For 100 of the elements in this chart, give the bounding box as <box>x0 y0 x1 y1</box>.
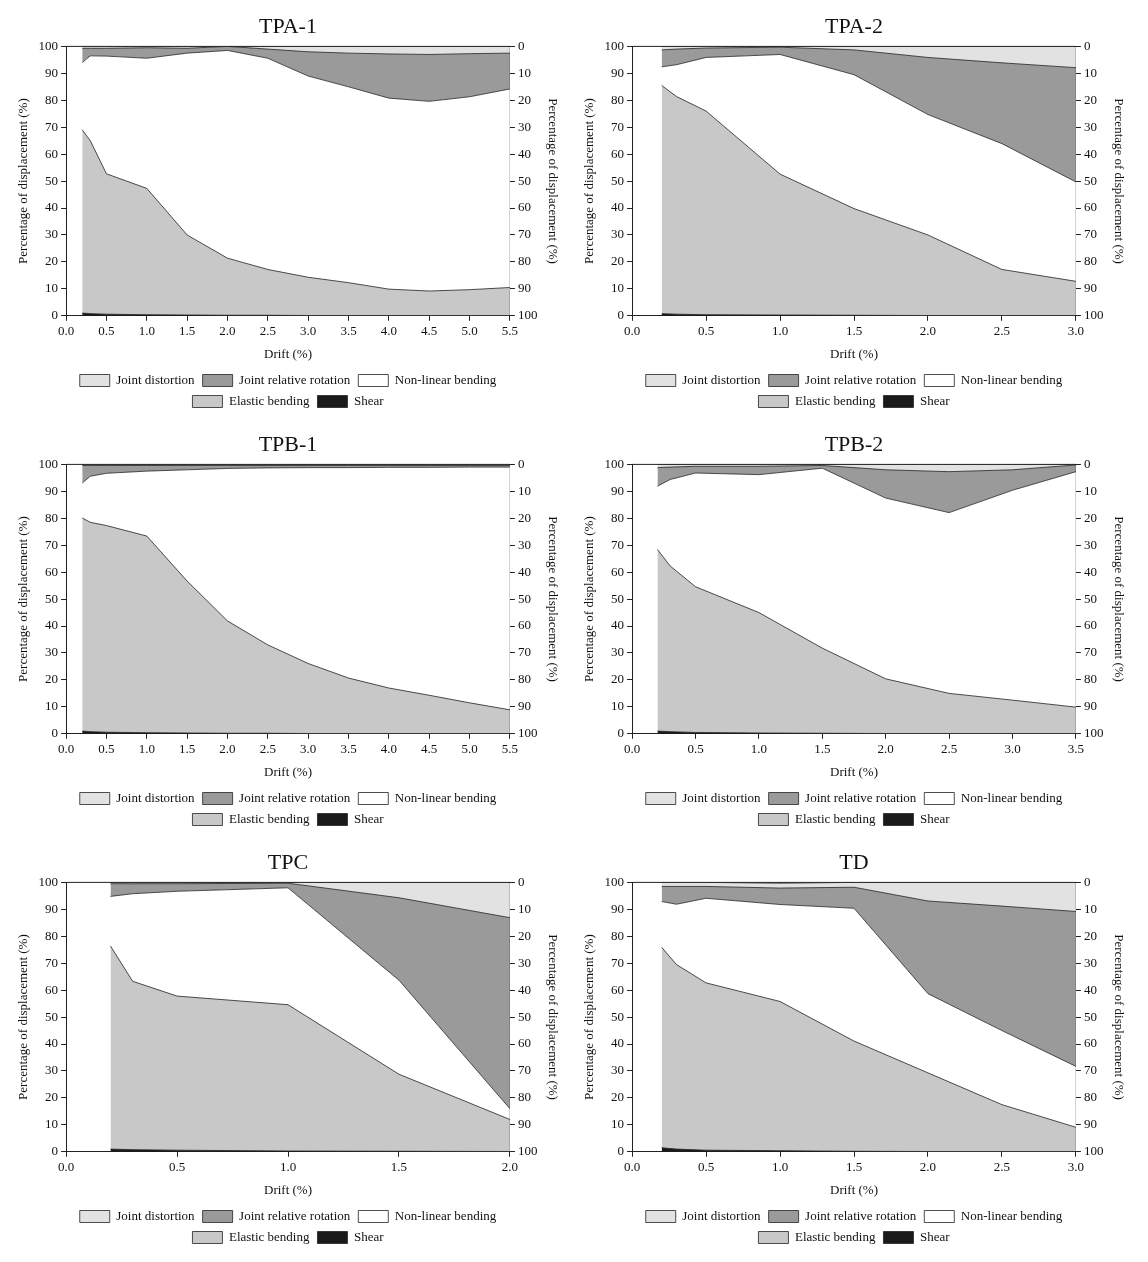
y2-tick-label: 10 <box>517 900 531 916</box>
legend-label: Joint relative rotation <box>805 371 917 387</box>
x-tick-label: 3.5 <box>340 741 357 757</box>
legend-label: Joint relative rotation <box>239 789 351 805</box>
y-tick-label: 90 <box>45 482 59 498</box>
legend-label: Non-linear bending <box>960 789 1063 805</box>
y-tick-label: 10 <box>45 280 59 296</box>
y2-tick-label: 50 <box>517 590 531 606</box>
chart-title: TPB-1 <box>258 430 318 456</box>
x-tick-label: 4.5 <box>421 323 438 339</box>
x-tick-label: 1.0 <box>279 1159 297 1175</box>
legend-label: Joint distortion <box>682 371 762 387</box>
x-tick-label: 5.5 <box>501 741 519 757</box>
chart-title: TPA-1 <box>259 12 317 38</box>
y-tick-label: 100 <box>604 37 625 53</box>
y2-tick-label: 50 <box>1083 1008 1097 1024</box>
y2-tick-label: 50 <box>1083 590 1097 606</box>
y-axis-title: Percentage of displacement (%) <box>581 516 597 682</box>
legend-label: Joint relative rotation <box>239 371 351 387</box>
y-tick-label: 40 <box>45 1035 59 1051</box>
y2-tick-label: 60 <box>517 617 531 633</box>
x-tick-label: 5.5 <box>501 323 519 339</box>
y2-tick-label: 20 <box>517 927 531 943</box>
x-tick-label: 2.0 <box>877 741 894 757</box>
x-tick-label: 0.5 <box>697 323 715 339</box>
y-tick-label: 60 <box>45 981 59 997</box>
y-axis-title: Percentage of displacement (%) <box>581 98 597 264</box>
y-tick-label: 40 <box>45 199 59 215</box>
y-tick-label: 20 <box>611 1089 625 1105</box>
y-tick-label: 70 <box>611 118 625 134</box>
legend-label: Joint relative rotation <box>805 1207 917 1223</box>
y-tick-label: 100 <box>604 455 625 471</box>
y2-tick-label: 80 <box>517 253 531 269</box>
y-tick-label: 40 <box>611 1035 625 1051</box>
y2-tick-label: 30 <box>1083 118 1097 134</box>
chart-title: TD <box>839 848 869 874</box>
y2-tick-label: 70 <box>1083 644 1097 660</box>
x-tick-label: 1.0 <box>138 741 155 757</box>
x-tick-label: 1.0 <box>771 323 789 339</box>
x-tick-label: 5.0 <box>461 323 478 339</box>
y2-tick-label: 90 <box>1083 698 1097 714</box>
y2-tick-label: 80 <box>1083 671 1097 687</box>
y2-tick-label: 10 <box>1083 482 1097 498</box>
legend-label: Joint distortion <box>116 789 196 805</box>
y2-tick-label: 30 <box>517 536 531 552</box>
y-tick-label: 0 <box>51 725 59 741</box>
y2-tick-label: 10 <box>1083 900 1097 916</box>
y-tick-label: 100 <box>38 455 59 471</box>
y-tick-label: 30 <box>611 644 625 660</box>
y2-tick-label: 20 <box>1083 509 1097 525</box>
x-axis-title: Drift (%) <box>829 763 879 779</box>
legend-label: Shear <box>919 1228 951 1244</box>
x-tick-label: 2.0 <box>219 741 236 757</box>
y-tick-label: 0 <box>51 307 59 323</box>
y-tick-label: 60 <box>611 145 625 161</box>
y2-tick-label: 90 <box>1083 1116 1097 1132</box>
legend-label: Shear <box>353 392 385 408</box>
y2-tick-label: 30 <box>1083 954 1097 970</box>
legend-label: Joint distortion <box>116 371 196 387</box>
y-axis-title: Percentage of displacement (%) <box>15 98 31 264</box>
legend-label: Non-linear bending <box>394 789 497 805</box>
y-tick-label: 20 <box>45 1089 59 1105</box>
y-tick-label: 50 <box>611 590 625 606</box>
y2-tick-label: 90 <box>517 280 531 296</box>
y2-tick-label: 80 <box>517 671 531 687</box>
legend-label: Non-linear bending <box>394 371 497 387</box>
x-tick-label: 3.5 <box>340 323 357 339</box>
y2-tick-label: 60 <box>1083 1035 1097 1051</box>
legend-label: Joint relative rotation <box>805 789 917 805</box>
y2-tick-label: 70 <box>517 1062 531 1078</box>
y-tick-label: 80 <box>611 927 625 943</box>
legend-label: Elastic bending <box>794 392 876 408</box>
chart-title: TPA-2 <box>825 12 883 38</box>
x-tick-label: 0.0 <box>57 741 75 757</box>
x-tick-label: 0.0 <box>623 323 641 339</box>
x-tick-label: 2.5 <box>993 323 1011 339</box>
legend-label: Joint distortion <box>682 789 762 805</box>
y-tick-label: 0 <box>617 725 625 741</box>
legend-label: Elastic bending <box>794 810 876 826</box>
x-tick-label: 0.0 <box>57 1159 75 1175</box>
y-tick-label: 100 <box>38 873 59 889</box>
x-tick-label: 1.5 <box>179 323 196 339</box>
y2-tick-label: 0 <box>1083 37 1091 53</box>
y-tick-label: 80 <box>611 91 625 107</box>
x-tick-label: 2.0 <box>919 1159 937 1175</box>
legend-label: Shear <box>353 810 385 826</box>
y2-tick-label: 30 <box>517 118 531 134</box>
y2-tick-label: 60 <box>517 199 531 215</box>
y2-tick-label: 0 <box>1083 873 1091 889</box>
y-tick-label: 50 <box>45 590 59 606</box>
y-axis-title: Percentage of displacement (%) <box>15 516 31 682</box>
y2-tick-label: 100 <box>517 1143 538 1159</box>
x-axis-title: Drift (%) <box>829 1181 879 1197</box>
y2-tick-label: 50 <box>1083 172 1097 188</box>
y-tick-label: 30 <box>611 1062 625 1078</box>
y2-axis-title: Percentage of displacement (%) <box>1111 98 1127 264</box>
y-tick-label: 20 <box>611 253 625 269</box>
y2-axis-title: Percentage of displacement (%) <box>545 516 561 682</box>
y-tick-label: 30 <box>45 644 59 660</box>
x-tick-label: 0.0 <box>623 1159 641 1175</box>
